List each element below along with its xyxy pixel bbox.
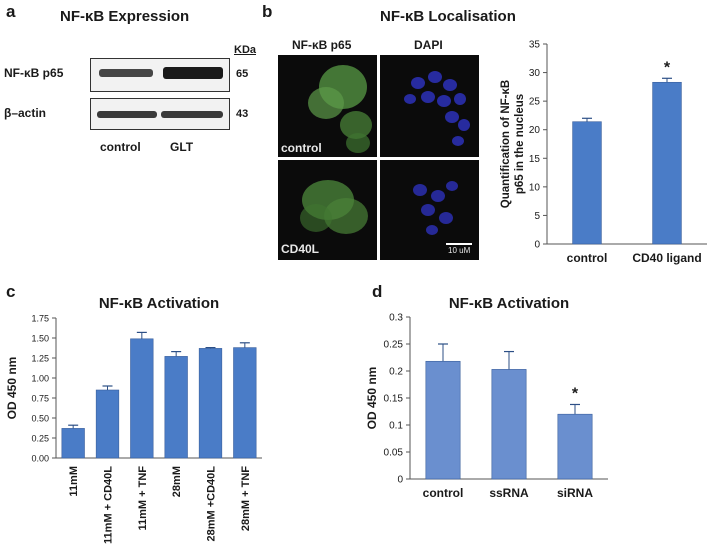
lane-label-control: control: [100, 140, 141, 154]
bar-ssrna: [491, 369, 527, 480]
panel-a-letter: a: [6, 2, 16, 21]
bar-control: [572, 121, 602, 245]
kda-43: 43: [236, 108, 249, 120]
bar-11mm-cd40l: [95, 389, 120, 459]
panel-a-title: NF-κB Expression: [60, 8, 190, 25]
blot-p65: [90, 58, 230, 92]
bar-sirna: [557, 413, 593, 480]
panel-c-letter: c: [6, 282, 16, 301]
micro-control-p65-image: [308, 65, 372, 153]
y-tick-label: 1.25: [31, 354, 49, 364]
band-control-p65: [99, 69, 153, 77]
y-tick-label: 0.50: [31, 414, 49, 424]
micro-cd40l-dapi: 10 uM: [380, 160, 479, 260]
y-tick-label: 1.50: [31, 334, 49, 344]
significance-marker: *: [664, 59, 671, 76]
y-tick-label: 20: [529, 125, 541, 136]
y-tick-label: 0.15: [384, 394, 404, 405]
blot-actin: [90, 98, 230, 130]
chart-b: 0 5 10 15 20 25 30 35 Quantification of NF-κB p65…: [500, 40, 707, 265]
y-tick-label: 0.25: [384, 340, 404, 351]
panel-d-letter: d: [372, 282, 383, 301]
x-tick-label: 28mM +CD40L: [206, 466, 218, 542]
panel-b-title: NF-κB Localisation: [380, 8, 516, 25]
y-tick-label: 0.05: [384, 448, 404, 459]
panel-b-letter: b: [262, 2, 273, 21]
band-glt-actin: [161, 111, 223, 118]
bar-control: [425, 360, 461, 480]
y-tick-label: 1.00: [31, 374, 49, 384]
y-tick-label: 0.3: [389, 313, 403, 324]
y-tick-label: 10: [529, 182, 541, 193]
y-tick-label: 0: [534, 240, 540, 251]
bar-28mm: [164, 356, 188, 459]
x-tick-label: control: [567, 251, 608, 265]
blot-label-actin: β–actin: [4, 106, 47, 120]
y-axis-label: Quantification of NF-κB p65 in the nucleu…: [500, 80, 526, 208]
micro-control-dapi-image: [404, 71, 470, 146]
micro-cd40l-p65-image: [300, 180, 368, 234]
kda-header: KDa: [234, 44, 257, 56]
bar-11mm: [61, 428, 85, 459]
kda-65: 65: [236, 68, 249, 80]
bar-cd40-ligand: [652, 81, 682, 245]
micro-cd40l-dapi-image: [413, 181, 472, 245]
band-control-actin: [97, 111, 157, 118]
bar-11mm-tnf: [130, 338, 154, 459]
blot-label-p65: NF-κB p65: [4, 66, 64, 80]
bar-28mm-tnf: [233, 347, 257, 459]
y-axis-label-line: p65 in the nucleus: [514, 94, 526, 194]
chart-c-title: NF-κB Activation: [99, 295, 219, 312]
x-tick-label: CD40 ligand: [632, 251, 701, 265]
y-tick-label: 30: [529, 68, 541, 79]
y-tick-label: 0.75: [31, 394, 49, 404]
y-axis-label: OD 450 nm: [365, 367, 379, 430]
y-tick-label: 1.75: [31, 314, 49, 324]
y-tick-label: 5: [534, 211, 540, 222]
y-tick-label: 35: [529, 40, 541, 51]
x-tick-label: 28mM: [171, 466, 183, 497]
chart-d-title: NF-κB Activation: [449, 295, 569, 312]
micro-col-dapi: DAPI: [414, 38, 443, 52]
significance-marker: *: [572, 385, 579, 402]
x-tick-label: 28mM + TNF: [240, 466, 252, 531]
x-tick-label: 11mM + CD40L: [103, 466, 115, 544]
micro-caption-control: control: [281, 141, 322, 155]
bar-28mm-cd40l: [198, 348, 223, 459]
y-tick-label: 0.2: [389, 367, 403, 378]
micro-col-p65: NF-κB p65: [292, 38, 352, 52]
micro-control-dapi: [380, 55, 479, 157]
micro-caption-cd40l: CD40L: [281, 242, 320, 256]
x-tick-label: siRNA: [557, 486, 593, 500]
chart-d: NF-κB Activation 0 0.05 0.1 0.15 0.2 0.25 0.3 OD…: [365, 295, 608, 500]
y-axis-label-line: Quantification of NF-κB: [500, 80, 512, 208]
y-axis-label: OD 450 nm: [5, 357, 19, 420]
y-tick-label: 0.25: [31, 434, 49, 444]
micro-cd40l-p65: CD40L: [278, 160, 377, 260]
band-glt-p65: [163, 67, 223, 79]
x-tick-label: 11mM + TNF: [137, 466, 149, 531]
x-tick-label: control: [423, 486, 464, 500]
lane-label-glt: GLT: [170, 140, 194, 154]
y-tick-label: 0: [397, 475, 403, 486]
y-tick-label: 25: [529, 97, 541, 108]
micro-control-p65: control: [278, 55, 377, 157]
y-tick-label: 15: [529, 154, 541, 165]
chart-c: NF-κB Activation 0.00 0.25 0.50 0.75 1.00 1.25…: [5, 295, 262, 544]
x-tick-label: 11mM: [68, 466, 80, 497]
scale-bar-label: 10 uM: [448, 246, 471, 255]
y-tick-label: 0.1: [389, 421, 403, 432]
y-tick-label: 0.00: [31, 454, 49, 464]
x-tick-label: ssRNA: [489, 486, 529, 500]
